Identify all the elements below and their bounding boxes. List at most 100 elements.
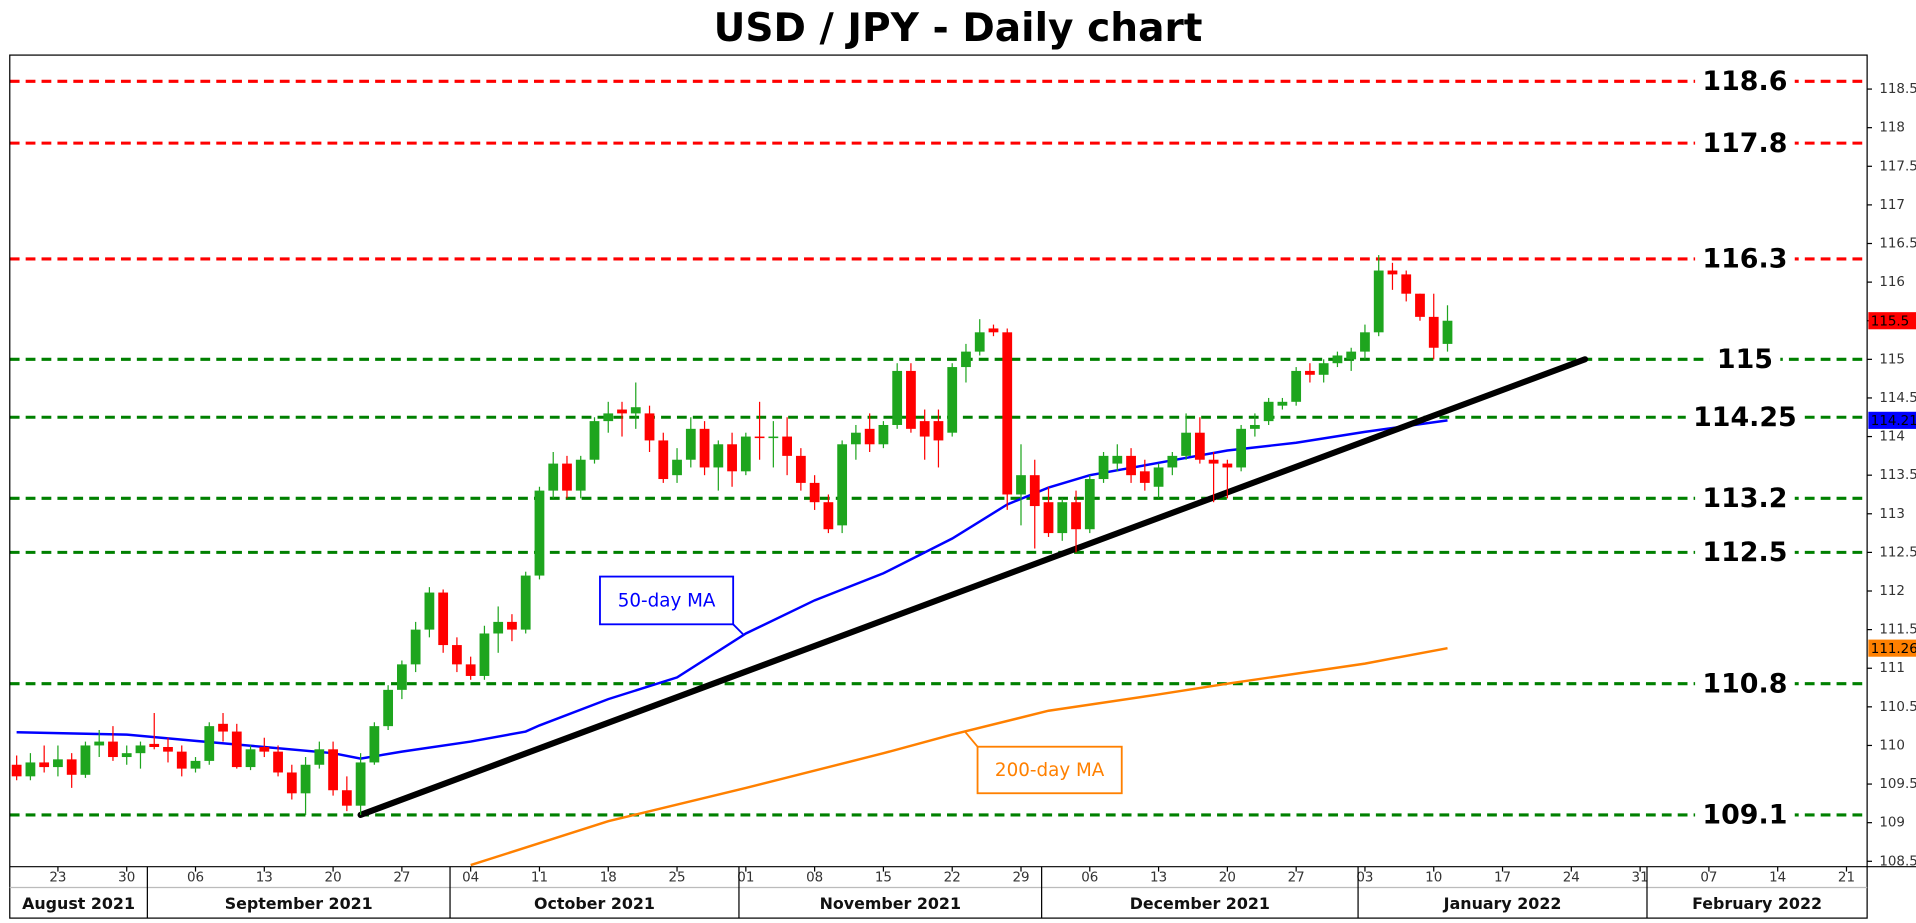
candle-body [273, 751, 283, 773]
candle-body [424, 592, 435, 630]
y-tick-label: 118 [1879, 121, 1905, 136]
candle-body [1112, 455, 1123, 464]
candle-body [961, 351, 971, 368]
candle-body [988, 328, 999, 333]
x-tick-label: 30 [118, 871, 135, 886]
x-tick-label: 07 [1700, 871, 1717, 886]
month-label: October 2021 [534, 894, 655, 913]
candle-body [438, 592, 449, 646]
x-tick-label: 10 [1425, 871, 1442, 886]
candle-body [768, 436, 779, 439]
candle-body [1098, 455, 1109, 480]
level-label: 109.1 [1702, 800, 1787, 831]
candle-body [864, 428, 875, 445]
price-tag-label: 114.21 [1871, 414, 1916, 429]
candle-body [1332, 355, 1343, 364]
candle-body [1208, 459, 1219, 464]
y-tick-label: 110.5 [1879, 700, 1916, 715]
y-tick-label: 111.5 [1879, 623, 1916, 638]
candle-body [190, 760, 201, 769]
x-tick-label: 24 [1563, 871, 1580, 886]
candle-body [163, 746, 173, 752]
candle-body [685, 428, 696, 460]
annotation-box [599, 575, 735, 626]
annotation-box [976, 745, 1123, 795]
level-label-bg [1695, 242, 1795, 276]
candle-body [341, 790, 352, 806]
candle-body [507, 621, 517, 630]
candle-body [534, 490, 545, 576]
candle-body [837, 444, 848, 526]
annotation-text: 200-day MA [995, 760, 1105, 781]
candle-body [369, 726, 380, 763]
month-label: September 2021 [225, 894, 373, 913]
y-tick-label: 118.5 [1879, 82, 1916, 97]
candle-body [1002, 332, 1013, 495]
y-tick-label: 113 [1879, 507, 1905, 522]
candle-body [1291, 370, 1302, 402]
frame [9, 54, 1868, 919]
level-label: 116.3 [1702, 244, 1787, 275]
candle-body [1167, 455, 1178, 468]
candle-body [53, 759, 63, 768]
candle-body [1139, 471, 1150, 483]
annotation-leader [964, 731, 979, 748]
x-tick-label: 13 [1150, 871, 1167, 886]
candle-body [66, 759, 77, 775]
candle-body [1263, 401, 1274, 422]
level-label: 112.5 [1702, 537, 1787, 568]
candle-body [479, 633, 490, 676]
candle-body [658, 440, 669, 480]
x-tick-label: 20 [325, 871, 342, 886]
y-tick-label: 116.5 [1879, 237, 1916, 252]
candle-body [630, 407, 641, 414]
candle-body [727, 444, 737, 472]
candle-body [782, 436, 792, 456]
y-tick-label: 117 [1879, 198, 1905, 213]
candle-body [974, 332, 985, 352]
annotation-leader [732, 623, 744, 635]
level-label-bg [1695, 535, 1795, 570]
candle-body [740, 436, 751, 472]
candle-body [218, 723, 228, 732]
candle-body [575, 459, 586, 491]
x-tick-label: 27 [1288, 871, 1305, 886]
level-label-bg [1695, 126, 1795, 161]
candle-body [1415, 293, 1425, 317]
x-tick-label: 18 [600, 871, 617, 886]
candle-body [1387, 270, 1398, 275]
candle-body [80, 745, 91, 775]
candle-body [947, 367, 958, 433]
candle-body [1346, 351, 1357, 360]
candle-body [300, 764, 311, 794]
trendline [357, 356, 1589, 818]
candle-body [465, 664, 476, 676]
chart-title: USD / JPY - Daily chart [714, 6, 1203, 51]
candle-body [713, 444, 724, 468]
y-tick-label: 115 [1879, 352, 1905, 367]
y-tick-label: 116 [1879, 275, 1905, 290]
price-tag [1868, 312, 1916, 330]
candle-body [644, 413, 655, 441]
candle-body [1043, 502, 1054, 534]
candle-body [823, 502, 834, 530]
candle-body [1360, 332, 1370, 352]
candle-body [1318, 363, 1329, 375]
candle-body [396, 664, 407, 690]
x-tick-label: 03 [1356, 871, 1373, 886]
y-tick-label: 111 [1879, 661, 1905, 676]
candle-body [603, 413, 614, 422]
y-tick-label: 114 [1879, 430, 1905, 445]
candle-body [1126, 455, 1136, 476]
candle-body [176, 751, 187, 769]
month-label: December 2021 [1130, 894, 1270, 913]
moving-average-line [470, 646, 1448, 867]
candle-body [1071, 502, 1081, 530]
price-tag [1868, 639, 1916, 657]
candle-body [286, 772, 297, 794]
candle-body [452, 645, 462, 665]
candle-body [1305, 370, 1315, 375]
y-tick-label: 110 [1879, 738, 1905, 753]
x-tick-label: 06 [187, 871, 204, 886]
candle-body [1153, 467, 1164, 487]
